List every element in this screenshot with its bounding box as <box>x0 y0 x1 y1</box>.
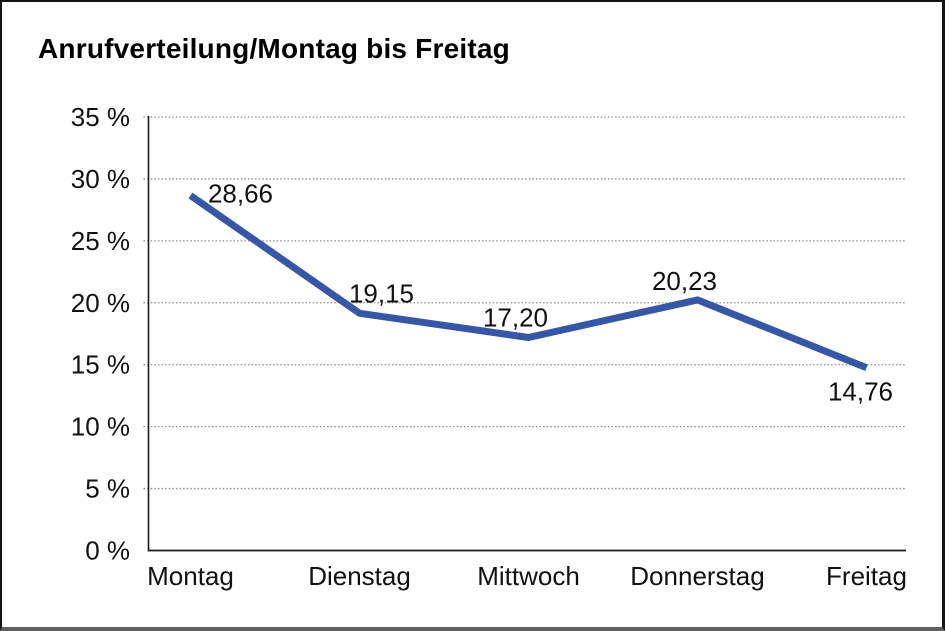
axes <box>147 116 906 552</box>
gridlines <box>143 116 906 490</box>
chart-title: Anrufverteilung/Montag bis Freitag <box>38 33 510 64</box>
x-category-label: Montag <box>147 561 234 591</box>
x-category-label: Freitag <box>826 561 907 591</box>
y-tick-label: 15 % <box>71 350 130 380</box>
x-category-label: Donnerstag <box>630 561 764 591</box>
data-point-label: 28,66 <box>208 179 273 209</box>
data-point-label: 14,76 <box>828 377 893 407</box>
data-line <box>188 192 868 371</box>
y-tick-label: 10 % <box>71 412 130 442</box>
y-tick-label: 30 % <box>71 164 130 194</box>
y-tick-label: 20 % <box>71 288 130 318</box>
x-axis-labels: Montag Dienstag Mittwoch Donnerstag Freitag <box>147 561 907 591</box>
data-point-label: 19,15 <box>349 278 414 308</box>
y-axis-labels: 35 % 30 % 25 % 20 % 15 % 10 % 5 % 0 % <box>71 102 130 566</box>
y-tick-label: 35 % <box>71 102 130 132</box>
y-tick-label: 5 % <box>85 474 130 504</box>
x-category-label: Dienstag <box>308 561 411 591</box>
y-tick-label: 25 % <box>71 226 130 256</box>
data-point-label: 17,20 <box>483 302 548 332</box>
x-category-label: Mittwoch <box>477 561 580 591</box>
data-labels: 28,66 19,15 17,20 20,23 14,76 <box>208 179 893 407</box>
y-tick-label: 0 % <box>85 536 130 566</box>
data-point-label: 20,23 <box>652 266 717 296</box>
